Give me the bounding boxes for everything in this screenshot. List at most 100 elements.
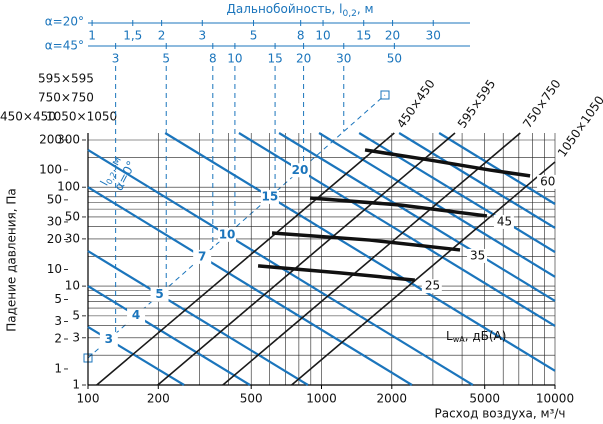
x-tick-label: 100 [77,392,100,406]
scale-tick-label: 3 [112,52,120,66]
diagonal-end [380,90,390,100]
noise-label-bg [421,279,442,294]
throw-line [398,132,556,229]
throw-label: 10 [219,227,236,241]
throw-line [87,285,251,386]
noise-label: 25 [425,279,440,293]
size-line-label: 595×595 [455,77,499,131]
y-column-header: 450×450 [0,110,56,124]
noise-axis-label-part: wA [453,335,466,344]
scale-tick-label: 30 [336,52,351,66]
x-tick-label: 1000 [306,392,337,406]
throw-label: 3 [105,332,113,346]
x-tick-label: 2000 [377,392,408,406]
y-column-header: 1050×1050 [46,110,117,124]
scale-tick-label: 2 [158,29,166,43]
scale-tick-label: 1 [88,29,96,43]
alpha20-label: α=20° [45,15,84,29]
throw-label-bg [260,189,279,204]
noise-curve [364,148,531,178]
scale-tick-label: 30 [426,29,441,43]
size-line-label: 750×750 [520,77,564,131]
noise-label: 60 [540,174,555,188]
throw-line [278,132,556,302]
y-tick-label: 10 [47,262,62,276]
y-tick-label: 20 [47,232,62,246]
top-title-sub: 0,2 [343,9,357,19]
y-tick-label: 200 [39,132,62,146]
top-title: Дальнобойность, l0,2, м [226,2,373,19]
noise-label: 35 [470,248,485,262]
noise-curve [309,196,488,218]
x-tick-label: 200 [147,392,170,406]
y-tick-label: 50 [47,192,62,206]
scale-tick-label: 20 [296,52,311,66]
throw-line [87,250,309,386]
size-line-label: 1050×1050 [555,93,603,159]
scale-tick-label: 10 [315,29,330,43]
throw-line [164,132,556,372]
throw-label: 4 [132,308,140,322]
scale-tick-label: 3 [198,29,206,43]
y-tick-label: 50 [65,209,80,223]
y-column-header: 595×595 [38,72,94,86]
scale-tick-label: 8 [297,29,305,43]
noise-axis-label-part: , дБ(А) [465,329,507,343]
y-tick-label: 30 [47,214,62,228]
throw-label: 15 [262,189,279,203]
throw-label: 20 [292,163,309,177]
throw-label: 7 [198,249,206,263]
y-tick-label: 100 [57,180,80,194]
size-line [157,132,456,386]
noise-label-bg [493,214,514,229]
y-tick-label: 2 [54,332,62,346]
x-tick-label: 500 [240,392,263,406]
size-line [291,161,556,386]
throw-label-bg [99,332,118,347]
y-tick-label: 5 [54,292,62,306]
throw-line [318,132,556,278]
noise-label-bg [537,174,558,189]
noise-axis-label-part: L [446,329,453,343]
throw-label: 5 [155,287,163,301]
throw-axis-label-part: l [98,179,111,188]
throw-label-bg [290,163,309,178]
x-tick-label: 5000 [469,392,500,406]
x-tick-label: 10000 [536,392,574,406]
throw-label-bg [150,287,169,302]
scale-tick-label: 15 [356,29,371,43]
scale-tick-label: 15 [267,52,282,66]
throw-label-bg [127,308,146,323]
size-line-label: 450×450 [394,77,438,131]
y-tick-label: 100 [39,162,62,176]
y-tick-label: 1 [72,378,80,392]
noise-curve [257,264,415,282]
y-column-header: 750×750 [38,91,94,105]
y-tick-label: 3 [72,330,80,344]
scale-tick-label: 20 [385,29,400,43]
y-axis-label: Падение давления, Па [5,188,19,332]
throw-line [238,132,556,327]
noise-label: 45 [497,214,512,228]
y-tick-label: 30 [65,231,80,245]
throw-line [438,132,556,205]
noise-curve [271,231,461,252]
throw-line [87,186,413,386]
throw-label-bg [193,249,212,264]
scale-tick-label: 5 [162,52,170,66]
scale-tick-label: 5 [250,29,258,43]
y-tick-label: 3 [54,314,62,328]
throw-line [358,132,556,253]
y-tick-label: 300 [57,132,80,146]
y-tick-label: 5 [72,308,80,322]
alpha45-label: α=45° [45,39,84,53]
scale-tick-label: 10 [227,52,242,66]
noise-label-bg [467,248,488,263]
scale-tick-label: 1,5 [123,29,142,43]
y-tick-label: 1 [54,361,62,375]
scale-tick-label: 8 [209,52,217,66]
throw-axis-label-part: , м [105,154,124,174]
top-title-text: Дальнобойность, l [226,2,342,16]
y-tick-label: 10 [65,279,80,293]
